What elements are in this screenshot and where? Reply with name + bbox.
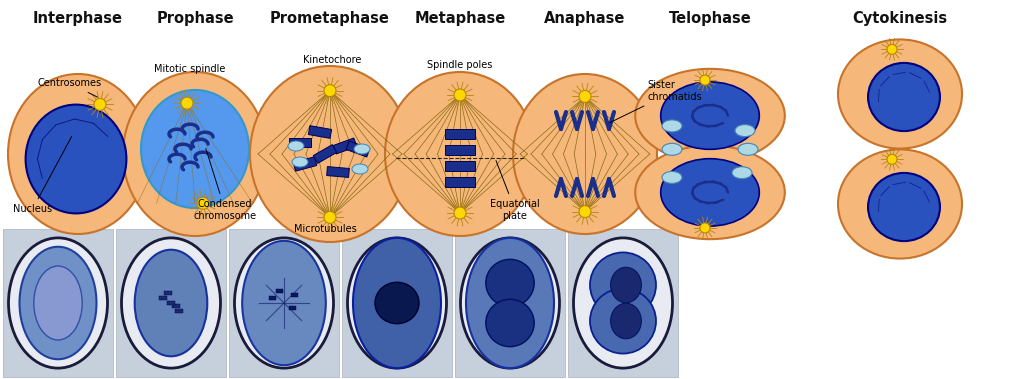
Ellipse shape [590,288,656,354]
Bar [333,138,357,154]
Ellipse shape [135,250,207,356]
Bar [159,296,167,300]
Ellipse shape [662,171,682,183]
Bar [172,304,180,308]
Text: Sister
chromatids: Sister chromatids [609,80,701,123]
Ellipse shape [635,69,784,163]
Ellipse shape [243,241,326,365]
Ellipse shape [375,282,419,324]
Ellipse shape [738,143,758,155]
Circle shape [579,205,591,218]
Bar [445,177,475,187]
Ellipse shape [347,238,446,368]
Text: Equatorial
plate: Equatorial plate [490,161,540,221]
Ellipse shape [590,252,656,318]
Ellipse shape [26,105,126,213]
Ellipse shape [838,39,962,149]
Text: Metaphase: Metaphase [415,11,506,26]
Ellipse shape [354,144,370,154]
Circle shape [887,154,897,164]
Text: Mitotic spindle: Mitotic spindle [155,64,225,74]
Ellipse shape [19,247,96,359]
Ellipse shape [662,143,682,155]
Text: Nucleus: Nucleus [13,136,72,214]
Ellipse shape [292,157,308,167]
Circle shape [454,89,466,101]
Bar [445,129,475,139]
Ellipse shape [635,146,784,239]
Bar [445,161,475,171]
Ellipse shape [385,72,535,236]
Text: Centrosomes: Centrosomes [38,78,102,97]
Bar [268,296,275,300]
Bar [313,145,337,163]
Text: Cytokinesis: Cytokinesis [852,11,947,26]
Bar [164,291,172,295]
Ellipse shape [250,66,410,242]
Circle shape [887,44,897,54]
Text: Anaphase: Anaphase [545,11,626,26]
Ellipse shape [353,238,441,368]
FancyBboxPatch shape [3,229,113,377]
Ellipse shape [573,238,673,368]
Bar [275,289,283,293]
Circle shape [700,223,710,233]
Text: Interphase: Interphase [33,11,123,26]
Text: Prophase: Prophase [157,11,233,26]
Ellipse shape [288,141,304,151]
FancyBboxPatch shape [116,229,226,377]
Circle shape [454,207,466,219]
Bar [308,126,332,138]
Ellipse shape [610,267,641,303]
Ellipse shape [123,72,267,236]
Circle shape [181,97,193,109]
Ellipse shape [662,120,682,132]
FancyBboxPatch shape [342,229,452,377]
Circle shape [579,91,591,102]
Ellipse shape [838,149,962,258]
Ellipse shape [732,167,752,179]
Ellipse shape [122,238,220,368]
Text: Condensed
chromosome: Condensed chromosome [194,149,257,221]
Ellipse shape [485,259,535,307]
Ellipse shape [141,90,249,208]
Circle shape [324,85,336,97]
Ellipse shape [868,63,940,131]
Ellipse shape [234,238,334,368]
Text: Kinetochore: Kinetochore [303,55,361,65]
Circle shape [324,211,336,223]
Ellipse shape [513,74,657,234]
Text: Prometaphase: Prometaphase [270,11,390,26]
Bar [291,293,298,297]
Ellipse shape [485,299,535,347]
Text: Microtubules: Microtubules [294,224,356,233]
Bar [327,166,349,177]
Text: Spindle poles: Spindle poles [427,60,493,70]
Circle shape [94,99,106,110]
Bar [175,309,183,313]
FancyBboxPatch shape [568,229,678,377]
Text: Telophase: Telophase [669,11,752,26]
Bar [445,145,475,155]
Bar [167,301,175,305]
Ellipse shape [8,74,148,234]
Ellipse shape [34,266,82,340]
Ellipse shape [461,238,559,368]
Bar [289,306,296,310]
Bar [289,138,311,147]
Ellipse shape [8,238,108,368]
Ellipse shape [868,173,940,241]
Bar [293,157,316,171]
Ellipse shape [466,238,554,368]
Ellipse shape [660,159,760,226]
Circle shape [197,197,209,209]
Ellipse shape [660,82,760,149]
Ellipse shape [735,125,755,136]
Ellipse shape [352,164,368,174]
FancyBboxPatch shape [229,229,339,377]
Bar [346,141,370,157]
Ellipse shape [610,303,641,339]
Circle shape [700,75,710,85]
FancyBboxPatch shape [455,229,565,377]
